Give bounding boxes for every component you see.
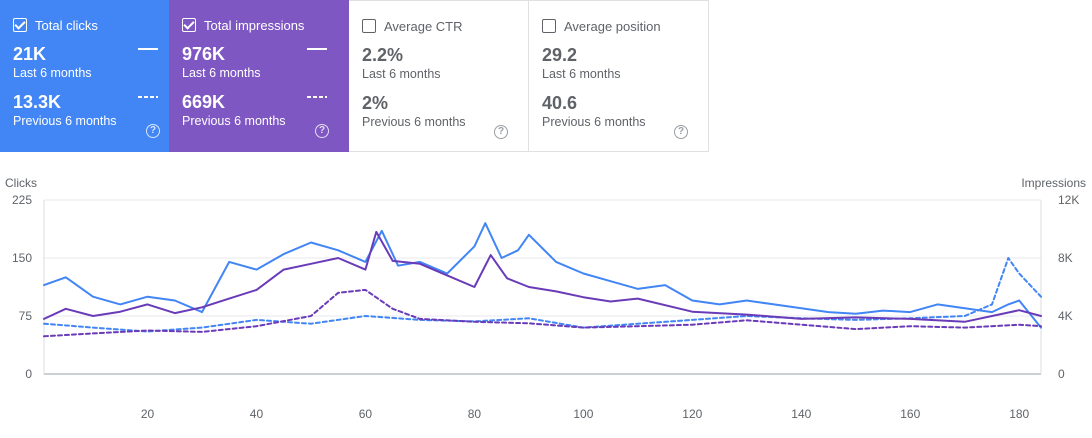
help-icon[interactable]: ? <box>494 125 508 139</box>
current-period-label: Last 6 months <box>13 66 92 80</box>
grid-lines <box>43 199 1042 375</box>
total-impressions-checkbox[interactable] <box>182 18 196 32</box>
y-left-tick-label: 75 <box>19 309 33 323</box>
previous-value: 40.6 <box>542 93 578 113</box>
previous-period-label: Previous 6 months <box>182 114 286 128</box>
y-right-ticks: 0 4K 8K 12K <box>1058 193 1079 381</box>
y-right-tick-label: 12K <box>1058 193 1079 207</box>
performance-chart[interactable]: Clicks Impressions 0 75 150 225 0 4K 8K 12K 20… <box>0 170 1092 430</box>
average-ctr-card[interactable]: Average CTR 2.2% Last 6 months 2% Previo… <box>349 0 529 152</box>
x-tick-label: 120 <box>682 407 702 421</box>
y-left-axis-label: Clicks <box>5 176 37 190</box>
card-label: Average position <box>564 18 661 34</box>
total-clicks-card[interactable]: Total clicks 21K Last 6 months 13.3K Pre… <box>0 0 180 152</box>
x-tick-label: 160 <box>900 407 920 421</box>
average-position-checkbox[interactable] <box>542 19 556 33</box>
checkmark-icon <box>183 18 195 30</box>
dashed-line-legend-icon <box>138 96 158 98</box>
help-icon[interactable]: ? <box>146 124 160 138</box>
x-tick-label: 60 <box>359 407 373 421</box>
current-period-label: Last 6 months <box>362 67 441 81</box>
x-axis-ticks: 20 40 60 80 100 120 140 160 180 <box>141 407 1030 421</box>
current-value: 21K <box>13 44 47 64</box>
card-label: Total clicks <box>35 17 98 33</box>
previous-value: 13.3K <box>13 92 62 112</box>
y-right-tick-label: 8K <box>1058 251 1073 265</box>
x-tick-label: 20 <box>141 407 155 421</box>
y-left-tick-label: 0 <box>25 367 32 381</box>
impressions-solid-line <box>43 230 1042 323</box>
card-label: Total impressions <box>204 17 305 33</box>
x-tick-label: 40 <box>250 407 264 421</box>
help-icon[interactable]: ? <box>674 125 688 139</box>
current-period-label: Last 6 months <box>182 66 261 80</box>
previous-period-label: Previous 6 months <box>13 114 117 128</box>
x-tick-label: 140 <box>791 407 811 421</box>
total-impressions-card[interactable]: Total impressions 976K Last 6 months 669… <box>169 0 349 152</box>
y-right-axis-label: Impressions <box>1021 176 1086 190</box>
average-position-card[interactable]: Average position 29.2 Last 6 months 40.6… <box>529 0 709 152</box>
solid-line-legend-icon <box>138 48 158 50</box>
clicks-solid-line <box>43 222 1042 329</box>
total-clicks-checkbox[interactable] <box>13 18 27 32</box>
current-value: 29.2 <box>542 45 578 65</box>
card-header[interactable]: Total impressions <box>182 15 336 35</box>
y-left-ticks: 0 75 150 225 <box>12 193 32 381</box>
impressions-dashed-line <box>43 288 1042 338</box>
clicks-dashed-line <box>43 257 1042 333</box>
help-icon[interactable]: ? <box>315 124 329 138</box>
previous-period-label: Previous 6 months <box>542 115 646 129</box>
x-tick-label: 180 <box>1009 407 1029 421</box>
current-period-label: Last 6 months <box>542 67 621 81</box>
card-label: Average CTR <box>384 18 463 34</box>
card-header[interactable]: Average position <box>542 16 695 36</box>
y-left-tick-label: 225 <box>12 193 32 207</box>
card-header[interactable]: Average CTR <box>362 16 515 36</box>
x-tick-label: 80 <box>468 407 482 421</box>
y-right-tick-label: 4K <box>1058 309 1073 323</box>
solid-line-legend-icon <box>307 48 327 50</box>
current-value: 2.2% <box>362 45 404 65</box>
y-right-tick-label: 0 <box>1058 367 1065 381</box>
average-ctr-checkbox[interactable] <box>362 19 376 33</box>
chart-series <box>43 222 1042 338</box>
current-value: 976K <box>182 44 226 64</box>
y-left-tick-label: 150 <box>12 251 32 265</box>
card-header[interactable]: Total clicks <box>13 15 167 35</box>
dashed-line-legend-icon <box>307 96 327 98</box>
previous-period-label: Previous 6 months <box>362 115 466 129</box>
x-tick-label: 100 <box>573 407 593 421</box>
checkmark-icon <box>14 18 26 30</box>
previous-value: 2% <box>362 93 389 113</box>
previous-value: 669K <box>182 92 226 112</box>
